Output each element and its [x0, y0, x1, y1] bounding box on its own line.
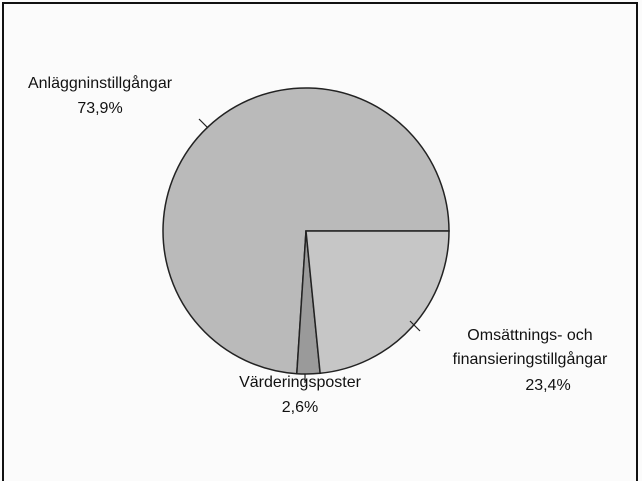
- pie-slice: [305, 230, 450, 375]
- leader-line: [409, 320, 421, 332]
- slice-label: Anläggninstillgångar: [27, 75, 173, 92]
- value-label: 23,4%: [525, 377, 571, 394]
- slice-label: Värderingsposter: [239, 374, 361, 391]
- slice-label: Omsättnings- och finansieringstillgångar: [452, 327, 608, 368]
- leader-line: [198, 118, 209, 129]
- value-label: 73,9%: [77, 100, 123, 117]
- value-label: 2,6%: [281, 399, 319, 416]
